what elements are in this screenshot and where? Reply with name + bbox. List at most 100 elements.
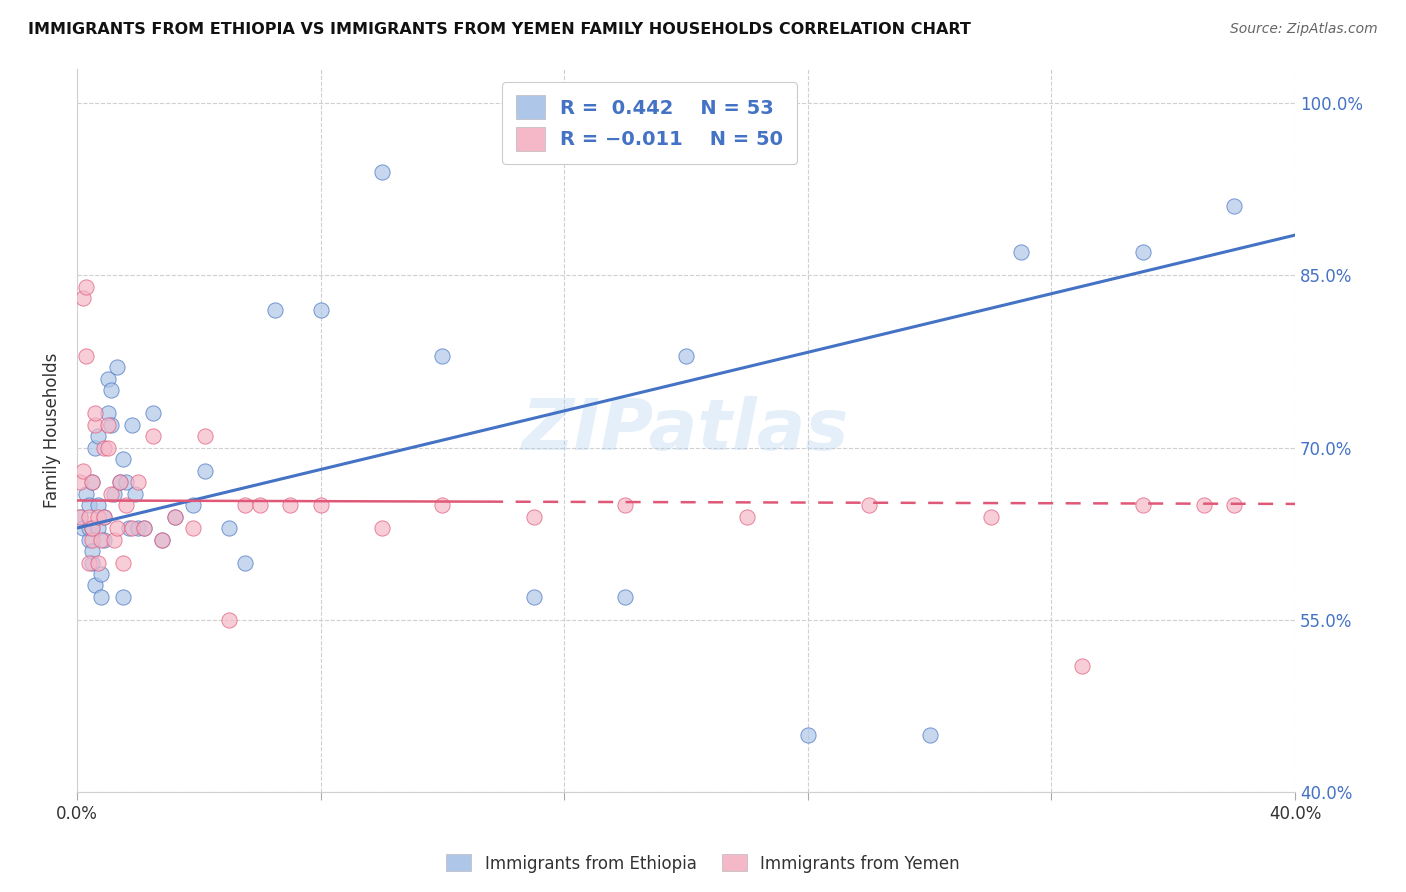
Point [132,521,155,535]
Point [87,429,110,443]
Point [96,372,118,386]
Point [87,556,110,570]
Point [84,417,107,432]
Point [96,441,118,455]
Point [1132,498,1154,512]
Point [72,521,94,535]
Point [309,302,332,317]
Point [84,441,107,455]
Point [90,567,112,582]
Point [218,613,240,627]
Point [370,521,392,535]
Text: IMMIGRANTS FROM ETHIOPIA VS IMMIGRANTS FROM YEMEN FAMILY HOUSEHOLDS CORRELATION : IMMIGRANTS FROM ETHIOPIA VS IMMIGRANTS F… [28,22,972,37]
Point [108,475,131,489]
Point [150,533,173,547]
Point [93,533,115,547]
Point [100,383,122,397]
Point [1223,199,1246,213]
Point [82,556,104,570]
Point [1223,498,1246,512]
Legend: R =  0.442    N = 53, R = −0.011    N = 50: R = 0.442 N = 53, R = −0.011 N = 50 [502,82,797,164]
Point [264,302,287,317]
Text: ZIPatlas: ZIPatlas [523,396,849,465]
Point [675,349,697,363]
Point [96,406,118,420]
Point [181,521,204,535]
Point [72,291,94,305]
Point [194,429,217,443]
Point [614,498,637,512]
Point [150,533,173,547]
Point [523,509,546,524]
Point [142,429,165,443]
Point [163,509,186,524]
Point [370,165,392,179]
Point [132,521,155,535]
Point [82,533,104,547]
Point [82,521,104,535]
Point [77,533,100,547]
Point [114,475,136,489]
Point [127,475,149,489]
Point [87,521,110,535]
Point [432,349,454,363]
Point [69,509,91,524]
Point [82,521,104,535]
Point [87,498,110,512]
Point [163,509,186,524]
Point [90,590,112,604]
Point [111,590,134,604]
Point [118,521,141,535]
Point [858,498,880,512]
Point [100,417,122,432]
Point [93,509,115,524]
Point [72,464,94,478]
Point [111,556,134,570]
Point [108,475,131,489]
Point [84,406,107,420]
Point [75,486,97,500]
Point [87,509,110,524]
Point [249,498,271,512]
Point [432,498,454,512]
Y-axis label: Family Households: Family Households [44,352,60,508]
Point [233,556,256,570]
Legend: Immigrants from Ethiopia, Immigrants from Yemen: Immigrants from Ethiopia, Immigrants fro… [440,847,966,880]
Point [77,498,100,512]
Point [69,475,91,489]
Point [77,521,100,535]
Point [114,498,136,512]
Point [111,452,134,467]
Point [278,498,301,512]
Point [82,475,104,489]
Point [1192,498,1215,512]
Point [100,486,122,500]
Point [124,486,146,500]
Point [75,349,97,363]
Point [194,464,217,478]
Point [142,406,165,420]
Point [735,509,758,524]
Point [1010,245,1032,260]
Point [82,475,104,489]
Point [1070,659,1092,673]
Point [103,533,125,547]
Point [96,417,118,432]
Point [523,590,546,604]
Point [105,521,128,535]
Point [75,280,97,294]
Point [93,509,115,524]
Point [309,498,332,512]
Point [918,728,941,742]
Point [90,533,112,547]
Point [77,509,100,524]
Point [121,521,143,535]
Point [77,556,100,570]
Point [82,544,104,558]
Point [797,728,820,742]
Point [105,360,128,375]
Point [980,509,1002,524]
Point [1132,245,1154,260]
Point [103,486,125,500]
Point [614,590,637,604]
